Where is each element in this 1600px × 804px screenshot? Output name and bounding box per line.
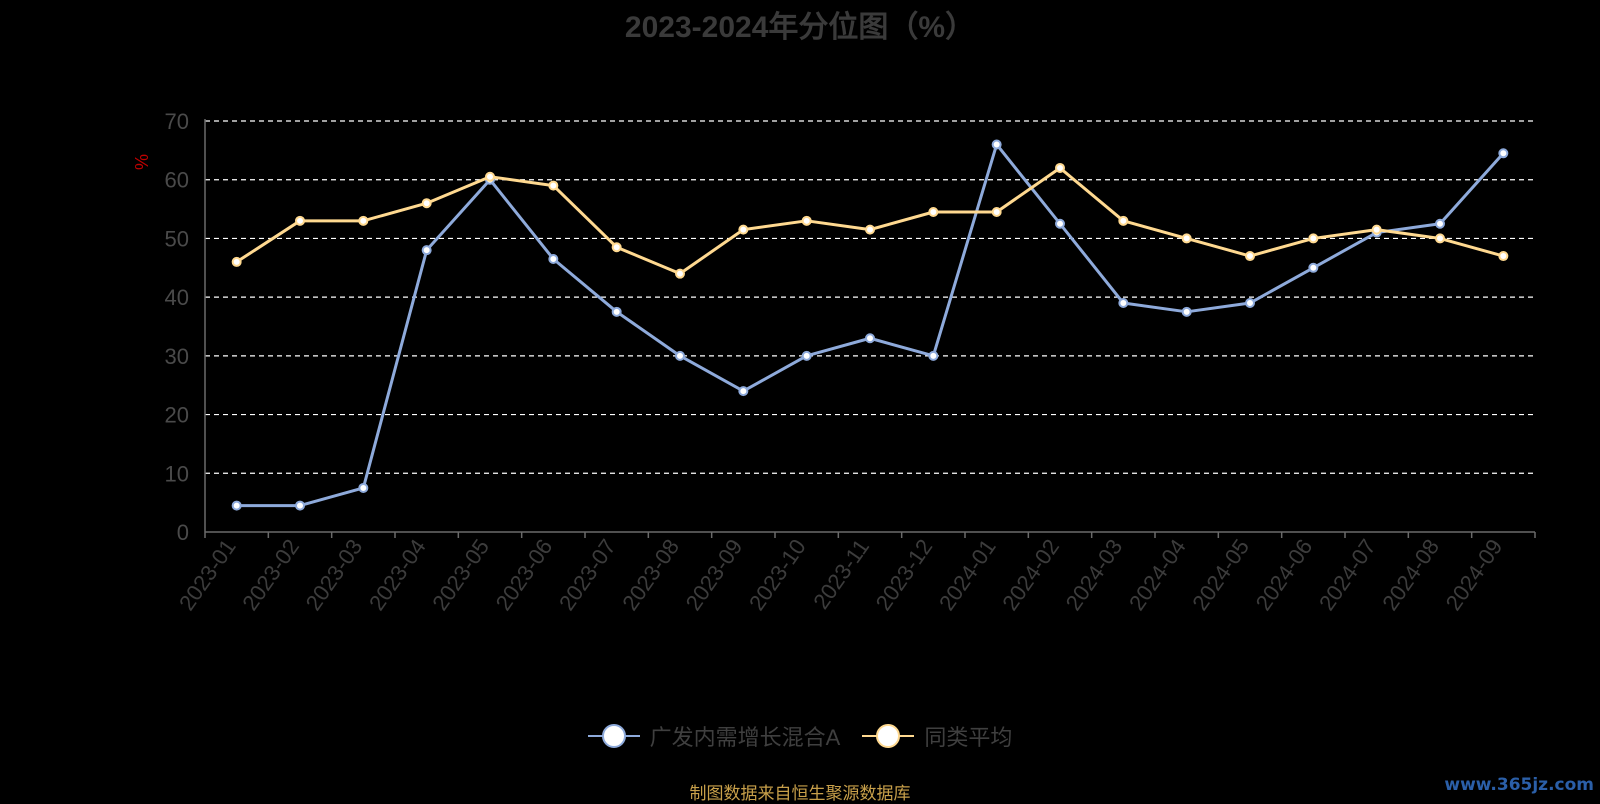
- legend-line-marker-icon: [862, 724, 915, 748]
- data-point[interactable]: [1181, 306, 1192, 317]
- data-point[interactable]: [991, 207, 1002, 218]
- axes: 0102030405060702023-012023-022023-032023…: [165, 109, 1536, 615]
- x-tick-label: 2023-03: [301, 535, 368, 615]
- y-tick-label: 60: [165, 168, 189, 193]
- data-point[interactable]: [548, 180, 559, 191]
- y-axis-label: %: [132, 154, 152, 170]
- data-point[interactable]: [991, 139, 1002, 150]
- x-tick-label: 2024-05: [1187, 535, 1254, 615]
- data-point[interactable]: [928, 207, 939, 218]
- data-point[interactable]: [1308, 262, 1319, 273]
- grid-lines: [205, 120, 1535, 474]
- legend: 广发内需增长混合A 同类平均: [0, 720, 1600, 752]
- data-point[interactable]: [1245, 298, 1255, 309]
- data-point[interactable]: [1055, 218, 1065, 229]
- data-point[interactable]: [611, 242, 622, 253]
- y-tick-label: 0: [177, 520, 189, 545]
- data-point[interactable]: [738, 224, 749, 235]
- x-tick-label: 2023-11: [808, 535, 874, 614]
- y-tick-label: 70: [165, 109, 189, 134]
- y-tick-label: 10: [165, 461, 189, 486]
- x-tick-label: 2023-07: [554, 535, 621, 615]
- data-point[interactable]: [358, 482, 369, 493]
- data-point[interactable]: [675, 268, 685, 279]
- data-point[interactable]: [675, 350, 685, 361]
- x-tick-label: 2023-06: [491, 535, 558, 615]
- source-note: 制图数据来自恒生聚源数据库: [689, 784, 911, 803]
- data-point[interactable]: [611, 306, 622, 317]
- legend-line-marker-icon: [587, 724, 640, 748]
- legend-label-average: 同类平均: [924, 725, 1013, 750]
- chart-title: 2023-2024年分位图（%）: [624, 11, 976, 44]
- data-point[interactable]: [1245, 251, 1255, 262]
- x-tick-label: 2024-07: [1314, 535, 1381, 615]
- x-tick-label: 2024-08: [1377, 535, 1444, 615]
- x-tick-label: 2023-01: [174, 535, 241, 615]
- data-point[interactable]: [358, 215, 369, 226]
- x-tick-label: 2024-09: [1441, 535, 1508, 615]
- x-tick-label: 2024-01: [934, 535, 1001, 615]
- data-point[interactable]: [1435, 233, 1445, 244]
- y-tick-label: 40: [165, 285, 189, 310]
- data-point[interactable]: [421, 245, 432, 256]
- data-point[interactable]: [1308, 233, 1319, 244]
- data-point[interactable]: [295, 500, 305, 511]
- data-point[interactable]: [1118, 298, 1129, 309]
- data-point[interactable]: [231, 256, 242, 267]
- x-tick-label: 2023-12: [871, 535, 938, 615]
- data-point[interactable]: [738, 386, 749, 397]
- y-tick-label: 30: [165, 344, 189, 369]
- data-point[interactable]: [1371, 224, 1382, 235]
- data-point[interactable]: [1055, 162, 1065, 173]
- watermark: www.365jz.com: [1444, 775, 1594, 795]
- data-point[interactable]: [801, 215, 812, 226]
- data-point[interactable]: [801, 350, 812, 361]
- data-point[interactable]: [1435, 218, 1445, 229]
- x-tick-label: 2024-02: [997, 535, 1064, 615]
- legend-item-average[interactable]: 同类平均: [862, 720, 1012, 752]
- data-point[interactable]: [865, 333, 875, 344]
- x-tick-label: 2023-05: [427, 535, 494, 615]
- data-point[interactable]: [1181, 233, 1192, 244]
- x-tick-label: 2024-04: [1124, 535, 1191, 615]
- data-point[interactable]: [421, 198, 432, 209]
- data-point[interactable]: [295, 215, 305, 226]
- y-tick-label: 50: [165, 226, 189, 251]
- x-tick-label: 2023-08: [617, 535, 684, 615]
- data-point[interactable]: [1118, 215, 1129, 226]
- data-point[interactable]: [928, 350, 939, 361]
- series-lines: [231, 139, 1509, 511]
- x-tick-label: 2024-06: [1251, 535, 1318, 615]
- series-line-1: [235, 166, 1504, 276]
- data-point[interactable]: [548, 253, 559, 264]
- x-tick-label: 2023-04: [364, 535, 431, 615]
- legend-label-fund: 广发内需增长混合A: [649, 725, 841, 750]
- x-tick-label: 2024-03: [1061, 535, 1128, 615]
- data-point[interactable]: [231, 500, 242, 511]
- data-point[interactable]: [485, 171, 495, 182]
- y-tick-label: 20: [165, 403, 189, 428]
- legend-item-fund[interactable]: 广发内需增长混合A: [587, 720, 841, 752]
- data-point[interactable]: [1498, 148, 1509, 159]
- data-point[interactable]: [1498, 251, 1509, 262]
- data-point[interactable]: [865, 224, 875, 235]
- x-tick-label: 2023-02: [237, 535, 304, 615]
- x-tick-label: 2023-09: [681, 535, 748, 615]
- x-tick-label: 2023-10: [744, 535, 811, 615]
